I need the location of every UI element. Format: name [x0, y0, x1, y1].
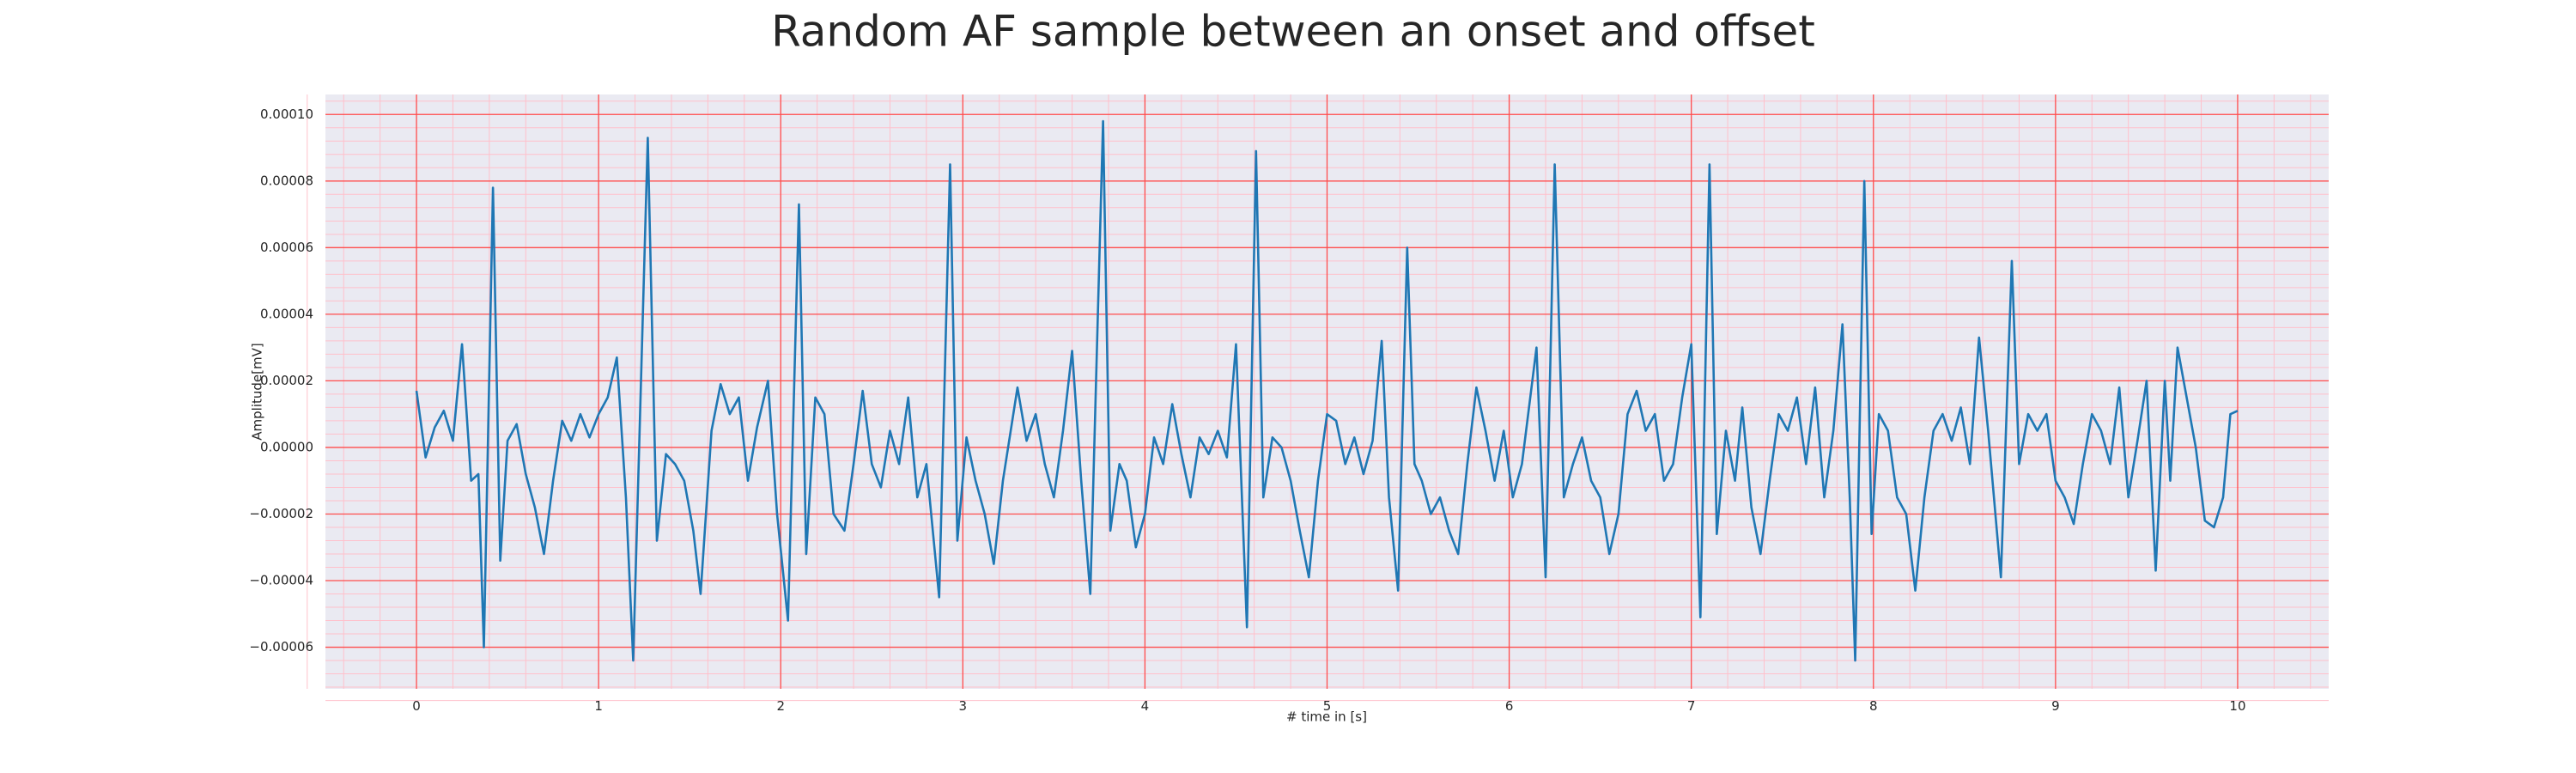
x-tick-label: 5: [1323, 698, 1332, 714]
y-tick-label: −0.00006: [249, 639, 313, 654]
y-tick-label: 0.00000: [260, 439, 313, 454]
x-tick-label: 3: [959, 698, 968, 714]
y-axis-label: Amplitude[mV]: [250, 343, 265, 440]
y-tick-label: 0.00004: [260, 306, 313, 321]
x-tick-label: 0: [412, 698, 421, 714]
x-tick-label: 7: [1687, 698, 1696, 714]
y-tick-label: −0.00002: [249, 506, 313, 521]
y-tick-label: 0.00006: [260, 240, 313, 255]
y-tick-label: 0.00008: [260, 173, 313, 188]
y-tick-label: 0.00002: [260, 373, 313, 388]
y-tick-label: 0.00010: [260, 107, 313, 122]
signal-line: [415, 119, 2239, 662]
x-tick-label: 8: [1869, 698, 1878, 714]
plot: [415, 119, 2239, 662]
x-axis-label: # time in [s]: [1286, 709, 1367, 725]
x-tick-label: 1: [594, 698, 603, 714]
x-tick-label: 2: [776, 698, 785, 714]
chart-title: Random AF sample between an onset and of…: [771, 7, 1815, 57]
x-tick-label: 4: [1141, 698, 1150, 714]
y-tick-label: −0.00004: [249, 573, 313, 588]
x-tick-label: 6: [1505, 698, 1514, 714]
x-tick-label: 9: [2051, 698, 2060, 714]
grid: [307, 94, 2329, 702]
x-tick-label: 10: [2229, 698, 2245, 714]
